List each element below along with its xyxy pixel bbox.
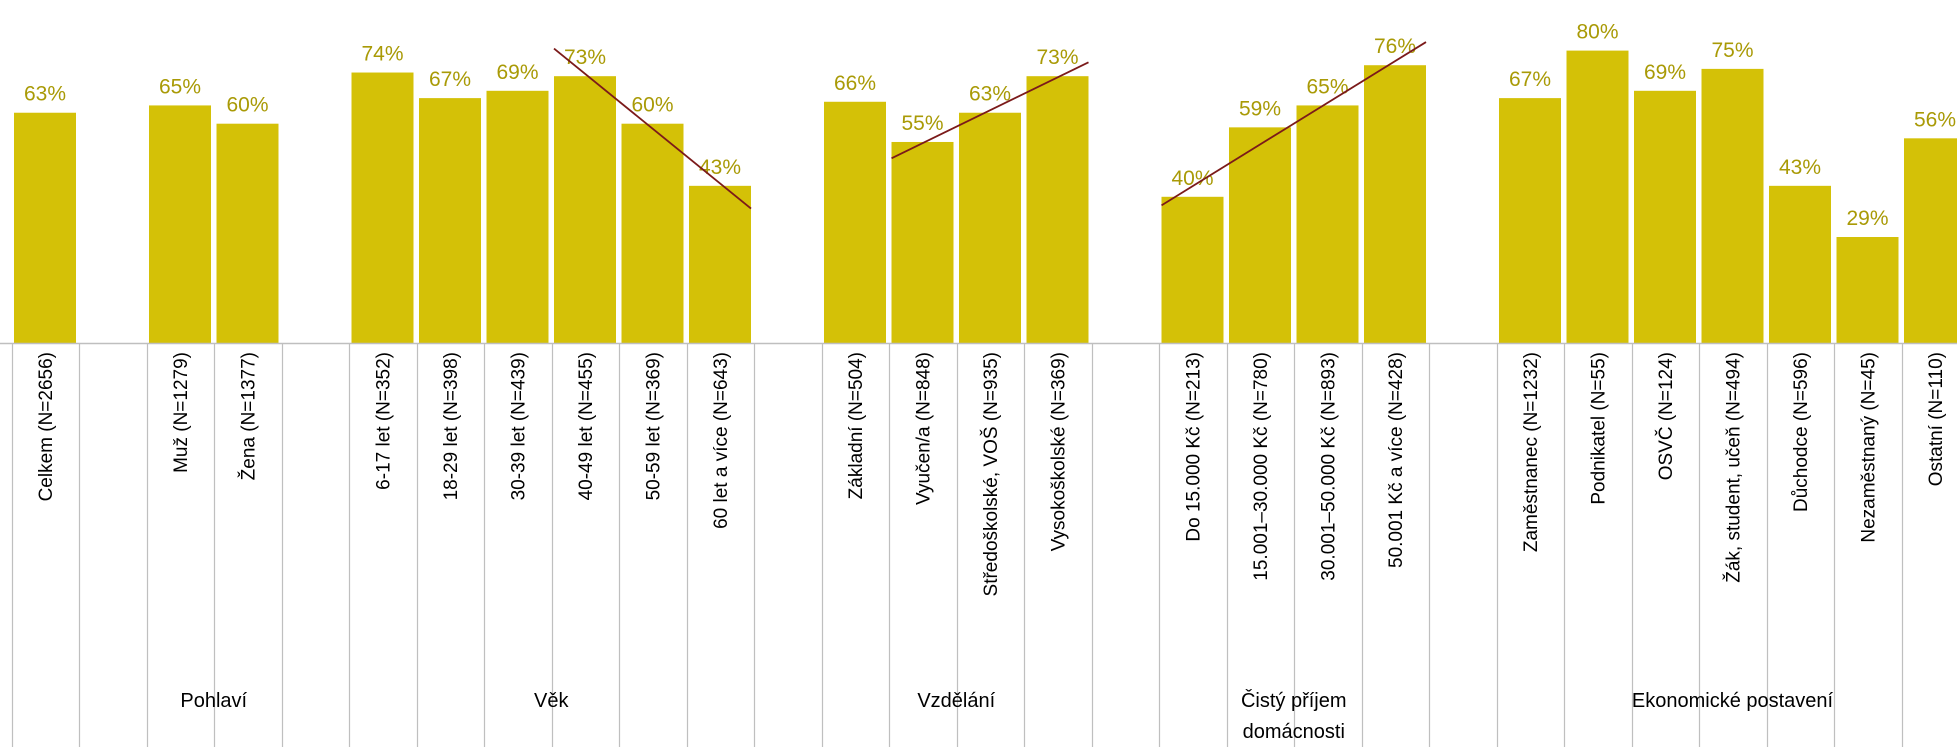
- category-label: 50-59 let (N=369): [644, 352, 665, 500]
- category-label: 50.001 Kč a více (N=428): [1386, 352, 1407, 568]
- data-label: 73%: [1036, 46, 1078, 69]
- bar: [689, 185, 751, 343]
- group-label: Věk: [534, 690, 569, 712]
- bar: [554, 76, 616, 343]
- bar: [1769, 185, 1831, 343]
- bar: [419, 98, 481, 344]
- category-label: Vysokoškolské (N=369): [1049, 352, 1070, 551]
- bar: [1296, 105, 1359, 343]
- category-label: Vyučen/a (N=848): [914, 352, 935, 505]
- bar: [824, 101, 886, 344]
- category-label: OSVČ (N=124): [1655, 352, 1677, 480]
- trend-line: [1161, 41, 1427, 207]
- bar: [1701, 68, 1764, 343]
- category-label: 30-39 let (N=439): [509, 352, 530, 500]
- category-label: Podnikatel (N=55): [1589, 352, 1610, 505]
- category-label: 40-49 let (N=455): [576, 352, 597, 500]
- category-label: 15.001–30.000 Kč (N=780): [1251, 352, 1272, 581]
- data-label: 69%: [496, 61, 538, 84]
- data-label: 67%: [429, 68, 471, 91]
- data-label: 66%: [834, 72, 876, 95]
- category-label: 6-17 let (N=352): [374, 352, 395, 490]
- group-label: Vzdělání: [917, 690, 995, 712]
- category-label: Zaměstnanec (N=1232): [1521, 352, 1542, 552]
- bar: [486, 90, 549, 344]
- bar: [1836, 237, 1899, 343]
- data-label: 60%: [631, 94, 673, 117]
- data-label: 40%: [1171, 167, 1213, 190]
- category-label: Středoškolské, VOŠ (N=935): [980, 352, 1002, 596]
- bar: [1499, 98, 1561, 344]
- data-label: 67%: [1509, 68, 1551, 91]
- bar: [216, 123, 279, 343]
- data-label: 80%: [1576, 21, 1618, 44]
- group-label: Čistý příjem: [1241, 689, 1347, 712]
- data-label: 55%: [901, 112, 943, 135]
- data-label: 75%: [1711, 39, 1753, 62]
- bar: [351, 72, 414, 343]
- bar: [1161, 196, 1224, 343]
- data-label: 73%: [564, 46, 606, 69]
- category-label: Žák, student, učeň (N=494): [1723, 352, 1745, 583]
- bar: [1364, 65, 1426, 343]
- data-label: 69%: [1644, 61, 1686, 84]
- bar: [149, 105, 211, 343]
- category-label: Základní (N=504): [846, 352, 867, 499]
- category-label: 18-29 let (N=398): [441, 352, 462, 500]
- group-label: Pohlaví: [180, 690, 247, 712]
- bar: [1229, 127, 1291, 343]
- data-label: 65%: [159, 75, 201, 98]
- trend-line: [891, 61, 1089, 160]
- category-label: Žena (N=1377): [238, 352, 260, 480]
- bar: [959, 112, 1021, 343]
- data-label: 60%: [226, 94, 268, 117]
- category-label: Do 15.000 Kč (N=213): [1184, 352, 1205, 542]
- category-label: Ostatní (N=110): [1926, 352, 1947, 486]
- data-label: 63%: [24, 83, 66, 106]
- bar: [621, 123, 684, 343]
- category-label: 60 let a více (N=643): [711, 352, 732, 529]
- group-label: domácnosti: [1243, 721, 1345, 743]
- category-label: Nezaměstnaný (N=45): [1859, 352, 1880, 543]
- category-label: Celkem (N=2656): [36, 352, 57, 501]
- bar: [1634, 90, 1696, 344]
- data-label: 43%: [699, 156, 741, 179]
- bar: [1904, 138, 1957, 343]
- data-label: 76%: [1374, 35, 1416, 58]
- data-label: 74%: [361, 43, 403, 66]
- data-label: 59%: [1239, 97, 1281, 120]
- bar: [1566, 50, 1629, 343]
- trend-line: [553, 47, 752, 210]
- data-label: 29%: [1846, 207, 1888, 230]
- group-label: Ekonomické postavení: [1632, 690, 1834, 712]
- bar: [14, 112, 76, 343]
- category-label: Důchodce (N=596): [1791, 352, 1812, 512]
- data-label: 43%: [1779, 156, 1821, 179]
- data-label: 63%: [969, 83, 1011, 106]
- bar: [1026, 76, 1089, 343]
- data-label: 65%: [1306, 75, 1348, 98]
- category-label: 30.001–50.000 Kč (N=893): [1319, 352, 1340, 581]
- category-label: Muž (N=1279): [171, 352, 192, 473]
- bar: [891, 141, 954, 343]
- data-label: 56%: [1914, 108, 1956, 131]
